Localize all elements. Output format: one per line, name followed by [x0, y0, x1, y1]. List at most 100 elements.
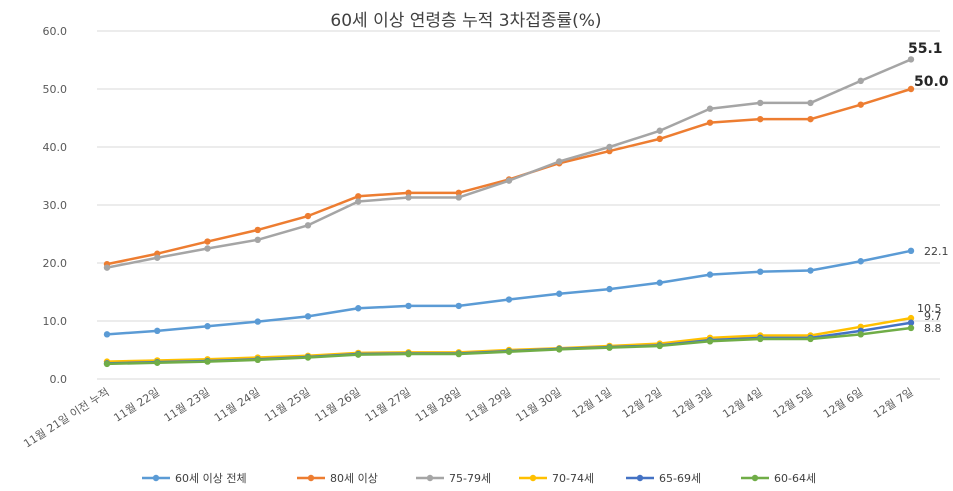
data-point — [455, 194, 462, 201]
data-point — [204, 238, 211, 245]
legend-item: 65-69세 — [626, 472, 701, 485]
data-point — [907, 56, 915, 63]
data-point — [304, 222, 312, 229]
legend-label: 60-64세 — [774, 472, 816, 485]
series-75-79세 — [103, 56, 915, 271]
y-tick-label: 30.0 — [43, 199, 68, 212]
x-tick-label: 11월 29일 — [463, 385, 514, 425]
data-point — [857, 331, 864, 338]
data-point — [656, 342, 663, 350]
data-point — [656, 127, 663, 134]
legend-swatch-marker — [751, 474, 759, 482]
legend-item: 80세 이상 — [297, 472, 378, 485]
data-point — [556, 346, 563, 353]
series-80세 이상 — [103, 85, 915, 268]
data-point — [907, 319, 915, 326]
legend-swatch-marker — [152, 474, 160, 482]
data-point — [656, 135, 663, 143]
data-point — [807, 335, 814, 343]
x-axis: 11월 21일 이전 누적 11월 22일 11월 23일 11월 24일 11월 25… — [21, 385, 916, 451]
data-point — [405, 302, 412, 310]
legend-swatch-marker — [426, 474, 434, 482]
data-point — [204, 358, 211, 365]
legend-label: 75-79세 — [449, 472, 491, 485]
data-point — [807, 267, 814, 274]
data-point — [355, 198, 362, 205]
x-tick-label: 12월 3일 — [669, 385, 714, 421]
legend-swatch-marker — [529, 474, 537, 482]
x-tick-label: 11월 26일 — [312, 385, 363, 425]
data-point — [304, 354, 312, 361]
y-tick-label: 10.0 — [43, 315, 68, 328]
x-tick-label: 12월 6일 — [820, 385, 865, 421]
data-point — [304, 313, 312, 320]
legend-swatch-marker — [307, 474, 315, 482]
data-point — [254, 356, 261, 364]
data-point — [606, 285, 613, 293]
x-tick-label: 12월 2일 — [619, 385, 664, 421]
data-point — [706, 271, 714, 278]
data-point — [355, 193, 362, 200]
gridlines — [97, 30, 940, 380]
legend: 60세 이상 전체 80세 이상 75-79세 70-74세 65-69세 60-64세 — [142, 472, 816, 485]
x-tick-label: 11월 28일 — [412, 385, 463, 425]
data-point — [907, 324, 915, 332]
x-tick-label: 11월 23일 — [161, 385, 212, 425]
data-point — [455, 189, 462, 197]
data-point — [807, 115, 814, 123]
legend-swatch-marker — [636, 474, 644, 482]
data-point — [405, 189, 412, 197]
y-tick-label: 60.0 — [43, 25, 68, 38]
legend-label: 70-74세 — [552, 472, 594, 485]
series-layer — [103, 56, 915, 368]
series-60세 이상 전체 — [103, 247, 915, 338]
end-labels: 22.1 50.0 55.1 10.59.78.8 — [908, 41, 949, 335]
data-point — [857, 258, 864, 265]
data-point — [154, 254, 161, 261]
data-point — [254, 318, 261, 325]
data-point — [907, 314, 915, 322]
end-label: 55.1 — [908, 41, 943, 57]
end-label: 9.7 — [924, 310, 942, 323]
data-point — [656, 279, 663, 286]
y-tick-label: 40.0 — [43, 141, 68, 154]
data-point — [606, 344, 613, 351]
data-point — [706, 105, 714, 112]
data-point — [505, 296, 513, 303]
legend-label: 65-69세 — [659, 472, 701, 485]
data-point — [807, 99, 814, 107]
data-point — [103, 331, 111, 338]
data-point — [355, 305, 362, 312]
data-point — [455, 350, 462, 358]
series-65-69세 — [103, 319, 915, 367]
series-60-64세 — [103, 324, 915, 368]
y-tick-label: 50.0 — [43, 83, 68, 96]
data-point — [556, 290, 563, 297]
x-tick-label: 11월 27일 — [362, 385, 413, 425]
x-tick-label: 12월 4일 — [720, 385, 765, 421]
legend-label: 80세 이상 — [330, 472, 378, 485]
x-tick-label: 11월 21일 이전 누적 — [21, 385, 112, 451]
x-tick-label: 11월 24일 — [211, 385, 262, 425]
data-point — [204, 323, 211, 330]
series-line — [106, 321, 912, 365]
data-point — [505, 177, 513, 184]
chart-title: 60세 이상 연령층 누적 3차접종률(%) — [330, 11, 601, 31]
data-point — [254, 226, 261, 234]
y-axis: 0.0 10.0 20.0 30.0 40.0 50.0 60.0 — [43, 25, 68, 386]
legend-item: 75-79세 — [416, 472, 491, 485]
data-point — [154, 359, 161, 366]
x-tick-label: 11월 30일 — [513, 385, 564, 425]
data-point — [857, 77, 864, 85]
data-point — [405, 350, 412, 358]
data-point — [757, 268, 764, 275]
data-point — [556, 158, 563, 165]
legend-label: 60세 이상 전체 — [175, 472, 247, 485]
legend-item: 70-74세 — [519, 472, 594, 485]
x-tick-label: 12월 1일 — [569, 385, 614, 421]
x-tick-label: 12월 7일 — [870, 385, 915, 421]
data-point — [857, 101, 864, 108]
data-point — [907, 85, 915, 93]
end-label: 10.5 — [917, 302, 942, 315]
end-label: 22.1 — [924, 245, 949, 258]
